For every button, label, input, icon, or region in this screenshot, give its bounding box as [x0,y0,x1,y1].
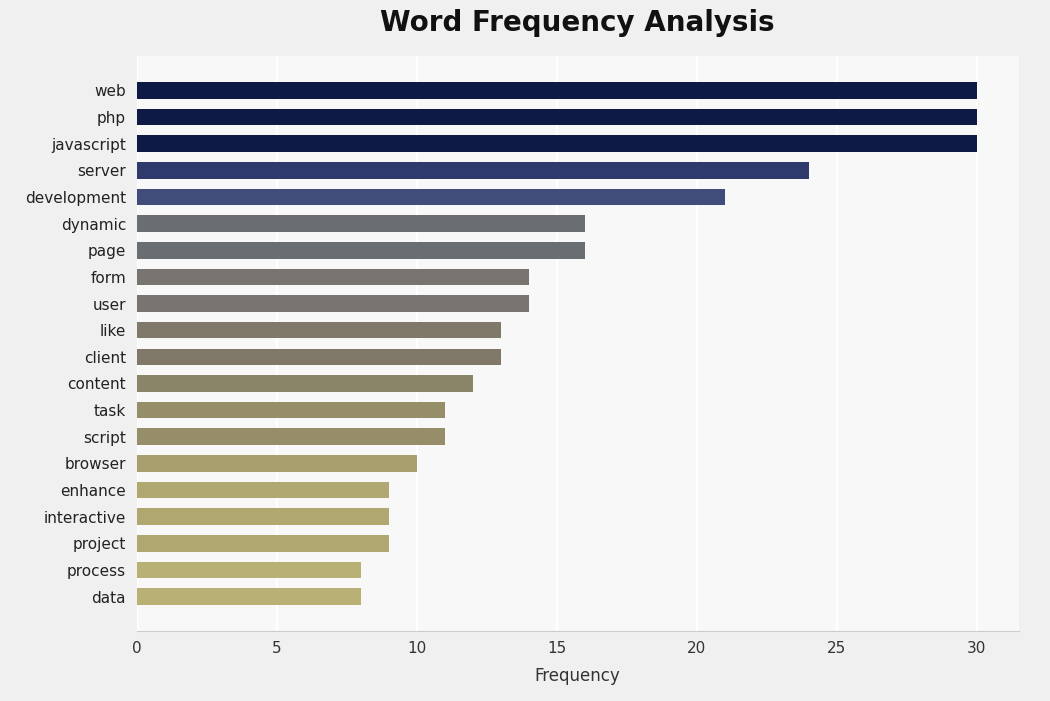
Bar [136,508,388,525]
Bar [136,588,360,605]
Bar [136,295,528,312]
Bar [136,402,444,418]
Bar [136,322,501,339]
Bar [136,562,360,578]
Bar [136,455,417,472]
Bar [136,535,388,552]
Bar [136,348,501,365]
Bar [136,482,388,498]
Bar [136,428,444,445]
Bar [136,268,528,285]
Bar [136,162,808,179]
X-axis label: Frequency: Frequency [534,667,621,685]
Bar [136,135,976,152]
Bar [136,242,585,259]
Bar [136,375,472,392]
Bar [136,109,976,125]
Bar [136,189,724,205]
Bar [136,82,976,99]
Bar [136,215,585,232]
Title: Word Frequency Analysis: Word Frequency Analysis [380,9,775,37]
